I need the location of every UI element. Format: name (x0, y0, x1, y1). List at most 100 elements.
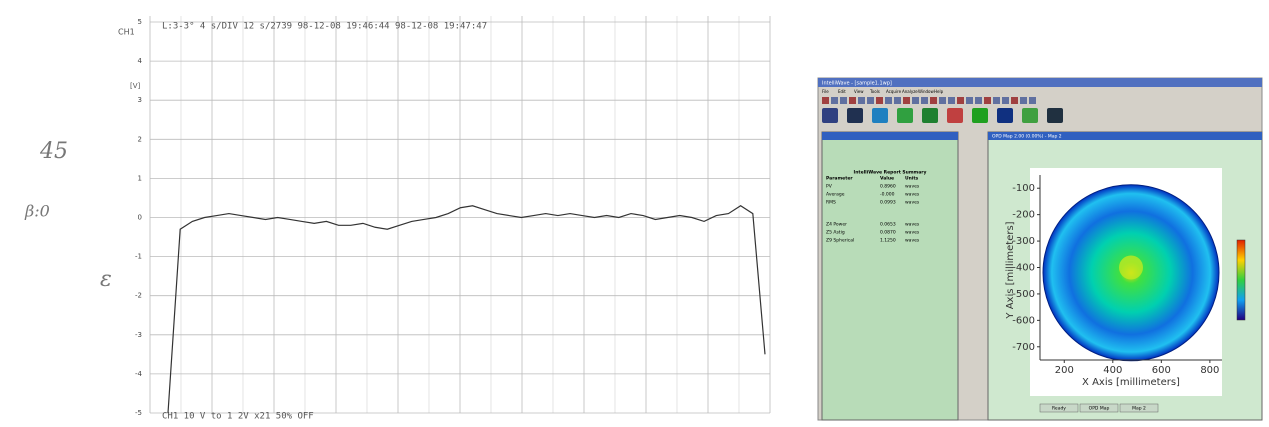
small-tool-icon[interactable] (840, 97, 847, 104)
small-tool-icon[interactable] (894, 97, 901, 104)
small-tool-icon[interactable] (966, 97, 973, 104)
table-cell: 0.0993 (880, 200, 896, 206)
toolbar-icon[interactable] (997, 108, 1013, 123)
toolbar-icon[interactable] (1047, 108, 1063, 123)
y-tick-label: -200 (1012, 210, 1035, 221)
menu-item[interactable]: View (854, 89, 864, 94)
table-cell: PV (826, 184, 833, 190)
menu-item[interactable]: Window (918, 89, 935, 94)
table-cell: waves (905, 223, 920, 228)
y-tick-label: 1 (138, 174, 142, 182)
toolbar-icon[interactable] (947, 108, 963, 123)
y-tick-label: -100 (1012, 183, 1035, 194)
small-tool-icon[interactable] (912, 97, 919, 104)
map-feature (1119, 256, 1143, 280)
y-tick-label: 4 (138, 57, 143, 65)
table-header: Units (905, 176, 919, 182)
menu-item[interactable]: Analyze (902, 89, 918, 94)
channel-label: CH1 (118, 28, 135, 37)
toolbar-icon[interactable] (922, 108, 938, 123)
menu-item[interactable]: File (822, 89, 829, 94)
y-tick-label: -3 (135, 331, 142, 339)
panel-title: IntelliWave Report Summary (854, 170, 927, 176)
toolbar-icon[interactable] (897, 108, 913, 123)
small-tool-icon[interactable] (867, 97, 874, 104)
menu-item[interactable]: Edit (838, 89, 846, 94)
small-tool-icon[interactable] (831, 97, 838, 104)
table-cell: 0.8960 (880, 184, 896, 190)
x-tick-label: 600 (1152, 365, 1171, 376)
x-tick-label: 800 (1200, 365, 1219, 376)
small-tool-icon[interactable] (1029, 97, 1036, 104)
small-tool-icon[interactable] (948, 97, 955, 104)
strip-chart: 5 4 3 2 1 0 -1 -2 -3 -4 -5 L:3-3° 4 s/DIV 12 s/2739… (24, 16, 770, 422)
table-cell: Z9 Spherical (826, 238, 854, 244)
small-tool-icon[interactable] (903, 97, 910, 104)
status-text: OPD Map (1089, 406, 1110, 412)
y-tick-label: -2 (135, 292, 142, 300)
table-cell: Z5 Astig (826, 230, 845, 236)
y-tick-label: 5 (138, 18, 142, 26)
panel-title-bar (822, 132, 958, 140)
small-tool-icon[interactable] (876, 97, 883, 104)
toolbar-icon[interactable] (847, 108, 863, 123)
y-tick-label: 3 (138, 96, 142, 104)
status-text: Map 2 (1132, 406, 1146, 412)
table-cell: 0.0653 (880, 222, 896, 228)
table-cell: waves (905, 201, 920, 206)
table-cell: waves (905, 239, 920, 244)
menu-item[interactable]: Tools (869, 89, 880, 94)
toolbar-icon[interactable] (1022, 108, 1038, 123)
y-tick-label: -5 (135, 409, 142, 417)
y-tick-label: 2 (138, 135, 142, 143)
menu-item[interactable]: Acquire (886, 89, 902, 94)
table-header: Value (880, 176, 894, 182)
small-tool-icon[interactable] (957, 97, 964, 104)
small-tool-icon[interactable] (930, 97, 937, 104)
y-tick-label: -4 (135, 370, 143, 378)
small-tool-icon[interactable] (1002, 97, 1009, 104)
table-cell: 1.1250 (880, 238, 896, 244)
status-text: Ready (1052, 406, 1066, 412)
page: 5 4 3 2 1 0 -1 -2 -3 -4 -5 L:3-3° 4 s/DIV 12 s/2739… (0, 0, 1269, 423)
plot-title: OPD Map 2.00 (0.00%) - Map 2 (992, 134, 1062, 140)
table-header: Parameter (826, 176, 853, 182)
small-tool-icon[interactable] (822, 97, 829, 104)
y-tick-label: -1 (135, 253, 142, 261)
chart-title: L:3-3° 4 s/DIV 12 s/2739 98-12-08 19:46:… (162, 22, 487, 32)
small-tool-icon[interactable] (984, 97, 991, 104)
table-cell: 0.0870 (880, 230, 896, 236)
window-title: IntelliWave - [sample1.1wp] (822, 81, 892, 87)
table-cell: waves (905, 193, 920, 198)
table-cell: RMS (826, 200, 836, 206)
table-cell: Z4 Power (826, 222, 847, 228)
toolbar-icon[interactable] (822, 108, 838, 123)
table-cell: -0.000 (880, 192, 895, 198)
small-tool-icon[interactable] (1020, 97, 1027, 104)
small-tool-icon[interactable] (975, 97, 982, 104)
handwritten-note: β:0 (24, 202, 50, 221)
trace-line (168, 206, 765, 413)
table-cell: waves (905, 185, 920, 190)
handwritten-note: 45 (39, 139, 68, 164)
y-tick-label: 0 (138, 214, 142, 222)
unit-label: [V] (130, 82, 141, 90)
small-tool-icon[interactable] (858, 97, 865, 104)
small-tool-icon[interactable] (849, 97, 856, 104)
small-tool-icon[interactable] (921, 97, 928, 104)
menu-item[interactable]: Help (934, 89, 944, 94)
small-tool-icon[interactable] (939, 97, 946, 104)
table-cell: waves (905, 231, 920, 236)
table-cell: Average (826, 192, 845, 198)
toolbar-icon[interactable] (972, 108, 988, 123)
small-tool-icon[interactable] (1011, 97, 1018, 104)
chart-footer: CH1 10 V to 1 2V x21 50% OFF (162, 412, 314, 422)
toolbar-icon[interactable] (872, 108, 888, 123)
small-tool-icon[interactable] (993, 97, 1000, 104)
y-tick-label: -700 (1012, 342, 1035, 353)
x-tick-label: 200 (1055, 365, 1074, 376)
small-tool-icon[interactable] (885, 97, 892, 104)
x-axis-label: X Axis [millimeters] (1082, 377, 1180, 388)
x-tick-label: 400 (1103, 365, 1122, 376)
